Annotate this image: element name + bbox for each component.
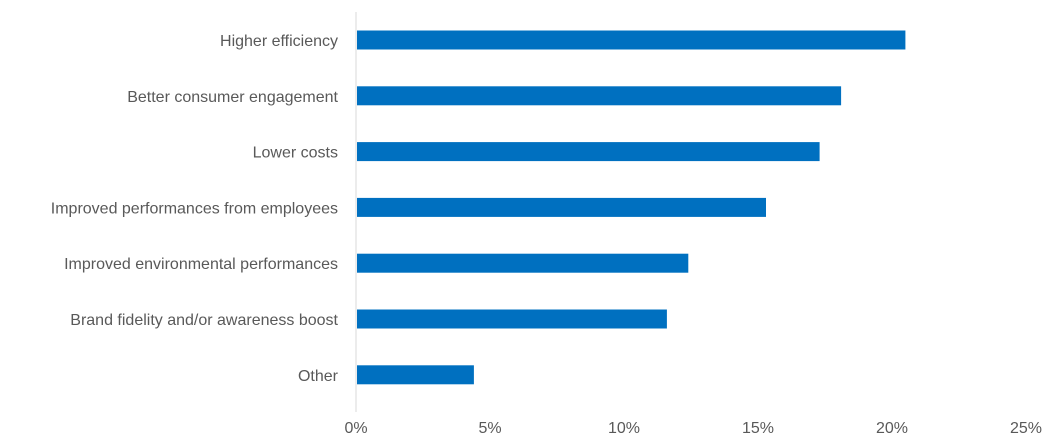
category-label: Brand fidelity and/or awareness boost bbox=[70, 312, 338, 329]
category-labels: Higher efficiency Better consumer engagem… bbox=[51, 33, 339, 385]
bar bbox=[357, 197, 766, 217]
x-tick-label: 0% bbox=[344, 420, 367, 437]
x-tick-label: 10% bbox=[608, 420, 640, 437]
category-label: Improved performances from employees bbox=[51, 200, 338, 217]
category-label: Improved environmental performances bbox=[64, 256, 338, 273]
category-label: Other bbox=[298, 368, 339, 385]
bar bbox=[357, 309, 667, 329]
bar bbox=[357, 253, 689, 273]
category-label: Better consumer engagement bbox=[127, 89, 338, 106]
bar bbox=[357, 142, 820, 162]
bar bbox=[357, 30, 906, 50]
x-tick-label: 20% bbox=[876, 420, 908, 437]
x-tick-labels: 0% 5% 10% 15% 20% 25% bbox=[344, 420, 1042, 437]
x-tick-label: 15% bbox=[742, 420, 774, 437]
category-label: Lower costs bbox=[253, 145, 338, 162]
bars-group bbox=[357, 30, 906, 385]
x-tick-label: 5% bbox=[478, 420, 501, 437]
bar bbox=[357, 365, 474, 385]
bar bbox=[357, 86, 842, 106]
x-tick-label: 25% bbox=[1010, 420, 1042, 437]
category-label: Higher efficiency bbox=[220, 33, 338, 50]
